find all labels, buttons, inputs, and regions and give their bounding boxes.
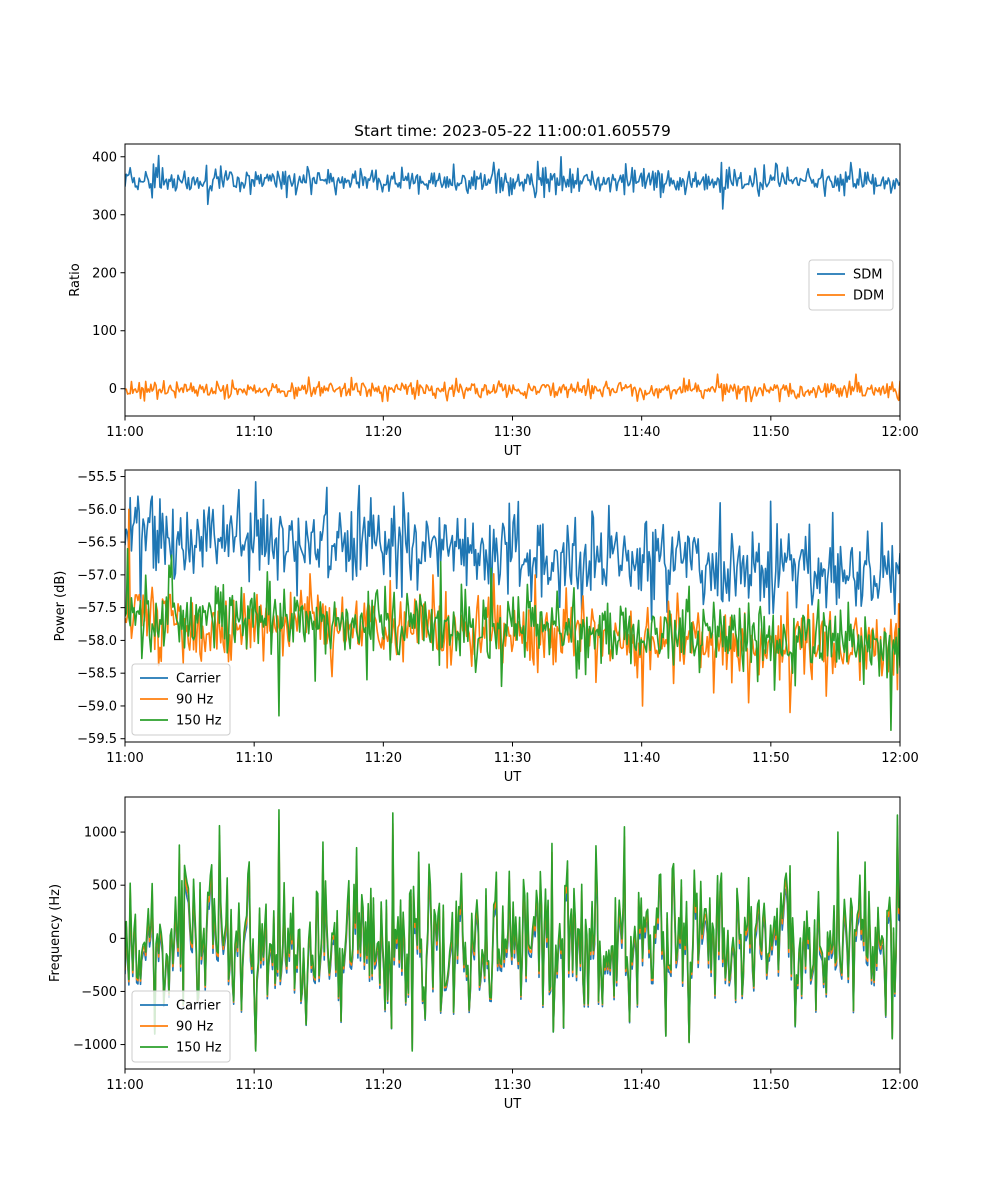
y-tick-label: −58.5 bbox=[77, 667, 117, 682]
x-axis-label: UT bbox=[504, 444, 522, 459]
y-tick-label: −56.5 bbox=[77, 536, 117, 551]
series-line-carrier bbox=[125, 481, 900, 621]
x-tick-label: 11:10 bbox=[235, 1078, 272, 1093]
series-line-sdm bbox=[125, 154, 900, 210]
x-tick-label: 11:20 bbox=[365, 425, 402, 440]
x-tick-label: 11:20 bbox=[365, 751, 402, 766]
x-tick-label: 11:30 bbox=[494, 425, 531, 440]
x-tick-label: 12:00 bbox=[881, 1078, 918, 1093]
y-tick-label: 1000 bbox=[84, 826, 117, 841]
y-axis-label: Frequency (Hz) bbox=[48, 884, 63, 982]
x-tick-label: 11:20 bbox=[365, 1078, 402, 1093]
legend-label-150-hz: 150 Hz bbox=[176, 1041, 222, 1056]
y-tick-label: −58.0 bbox=[77, 634, 117, 649]
series-line-150-hz bbox=[125, 547, 900, 731]
y-tick-label: −57.0 bbox=[77, 568, 117, 583]
panel-ratio: 11:00 11:10 11:20 11:30 11:40 11:50 12:00 0 100 2… bbox=[68, 143, 919, 459]
series-line-ddm bbox=[125, 373, 900, 403]
legend-label-carrier: Carrier bbox=[176, 672, 221, 687]
x-tick-label: 11:40 bbox=[623, 1078, 660, 1093]
x-tick-label: 11:50 bbox=[752, 1078, 789, 1093]
y-tick-label: 500 bbox=[92, 879, 117, 894]
x-tick-label: 11:40 bbox=[623, 751, 660, 766]
x-tick-label: 11:00 bbox=[106, 425, 143, 440]
y-tick-label: −57.5 bbox=[77, 601, 117, 616]
y-tick-label: 400 bbox=[92, 150, 117, 165]
legend: SDM DDM bbox=[808, 259, 894, 311]
panel-frequency: 11:00 11:10 11:20 11:30 11:40 11:50 12:00 −1000… bbox=[48, 796, 919, 1112]
y-tick-label: −1000 bbox=[73, 1038, 117, 1053]
x-tick-label: 11:50 bbox=[752, 425, 789, 440]
y-tick-label: −56.0 bbox=[77, 503, 117, 518]
legend-label-90-hz: 90 Hz bbox=[176, 1020, 213, 1035]
x-tick-label: 11:10 bbox=[235, 425, 272, 440]
legend-box bbox=[808, 259, 894, 311]
panel-power: 11:00 11:10 11:20 11:30 11:40 11:50 12:00 −55.5… bbox=[53, 469, 919, 785]
x-tick-label: 12:00 bbox=[881, 425, 918, 440]
chart-title: Start time: 2023-05-22 11:00:01.605579 bbox=[354, 122, 671, 140]
x-tick-label: 11:10 bbox=[235, 751, 272, 766]
legend: Carrier 90 Hz 150 Hz bbox=[131, 663, 231, 736]
legend-box bbox=[131, 990, 231, 1063]
y-tick-label: −500 bbox=[81, 985, 117, 1000]
x-tick-label: 11:00 bbox=[106, 1078, 143, 1093]
legend-label-carrier: Carrier bbox=[176, 999, 221, 1014]
y-axis-label: Power (dB) bbox=[53, 571, 68, 642]
x-tick-label: 11:40 bbox=[623, 425, 660, 440]
series-line-90-hz bbox=[125, 508, 900, 714]
y-axis-label: Ratio bbox=[68, 263, 83, 296]
x-tick-label: 11:30 bbox=[494, 751, 531, 766]
legend-label-150-hz: 150 Hz bbox=[176, 714, 222, 729]
y-tick-label: −59.5 bbox=[77, 732, 117, 747]
series-line-150-hz bbox=[125, 808, 900, 1052]
x-tick-label: 12:00 bbox=[881, 751, 918, 766]
x-axis-label: UT bbox=[504, 1097, 522, 1112]
y-tick-label: 300 bbox=[92, 208, 117, 223]
y-tick-label: −59.0 bbox=[77, 699, 117, 714]
x-tick-label: 11:30 bbox=[494, 1078, 531, 1093]
y-tick-label: 0 bbox=[109, 932, 117, 947]
legend: Carrier 90 Hz 150 Hz bbox=[131, 990, 231, 1063]
y-tick-label: 200 bbox=[92, 266, 117, 281]
y-tick-label: 0 bbox=[109, 382, 117, 397]
legend-label-sdm: SDM bbox=[853, 268, 882, 283]
x-tick-label: 11:50 bbox=[752, 751, 789, 766]
legend-label-ddm: DDM bbox=[853, 289, 884, 304]
x-tick-label: 11:00 bbox=[106, 751, 143, 766]
legend-label-90-hz: 90 Hz bbox=[176, 693, 213, 708]
x-axis-label: UT bbox=[504, 770, 522, 785]
legend-box bbox=[131, 663, 231, 736]
y-tick-label: 100 bbox=[92, 324, 117, 339]
y-tick-label: −55.5 bbox=[77, 470, 117, 485]
